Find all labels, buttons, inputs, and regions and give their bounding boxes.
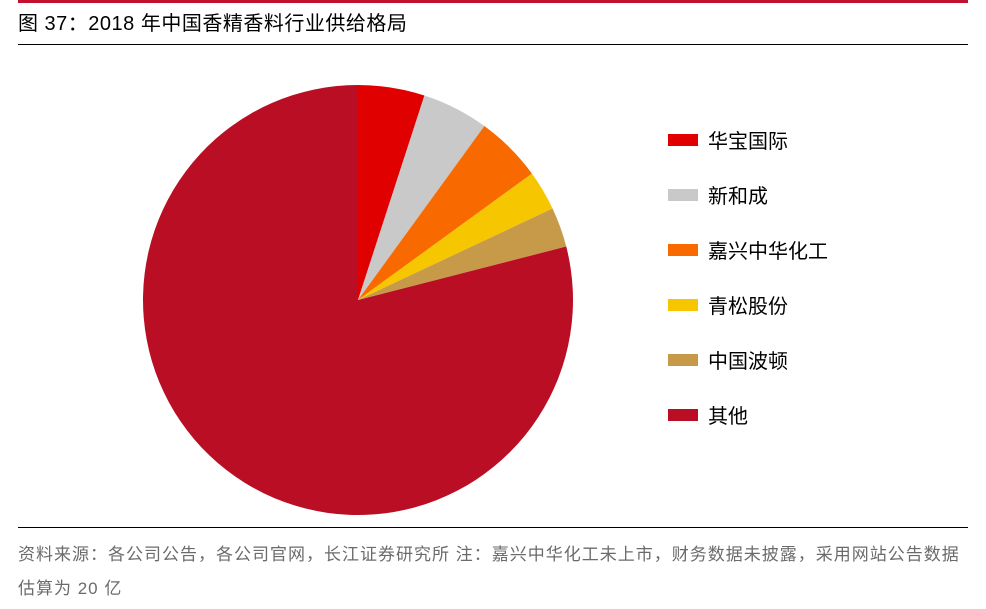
legend-label-4: 中国波顿: [708, 345, 788, 374]
title-row: 图 37：2018 年中国香精香料行业供给格局: [18, 0, 968, 45]
legend-item-1: 新和成: [668, 180, 968, 209]
legend-label-1: 新和成: [708, 180, 768, 209]
legend-item-3: 青松股份: [668, 290, 968, 319]
legend-item-4: 中国波顿: [668, 345, 968, 374]
legend-swatch-0: [668, 134, 698, 146]
legend-item-5: 其他: [668, 400, 968, 429]
legend-item-0: 华宝国际: [668, 125, 968, 154]
figure-title: 图 37：2018 年中国香精香料行业供给格局: [18, 13, 407, 35]
legend-label-2: 嘉兴中华化工: [708, 235, 828, 264]
legend-item-2: 嘉兴中华化工: [668, 235, 968, 264]
legend-label-0: 华宝国际: [708, 125, 788, 154]
legend: 华宝国际新和成嘉兴中华化工青松股份中国波顿其他: [638, 45, 968, 455]
legend-label-3: 青松股份: [708, 290, 788, 319]
legend-swatch-1: [668, 189, 698, 201]
legend-swatch-2: [668, 244, 698, 256]
pie-chart: [18, 45, 638, 525]
legend-swatch-5: [668, 409, 698, 421]
legend-label-5: 其他: [708, 400, 748, 429]
source-footnote: 资料来源：各公司公告，各公司官网，长江证券研究所 注：嘉兴中华化工未上市，财务数…: [18, 528, 968, 606]
pie-svg: [68, 65, 648, 535]
legend-swatch-4: [668, 354, 698, 366]
legend-swatch-3: [668, 299, 698, 311]
chart-area: 华宝国际新和成嘉兴中华化工青松股份中国波顿其他: [18, 45, 968, 525]
figure-container: 图 37：2018 年中国香精香料行业供给格局 华宝国际新和成嘉兴中华化工青松股…: [0, 0, 986, 609]
